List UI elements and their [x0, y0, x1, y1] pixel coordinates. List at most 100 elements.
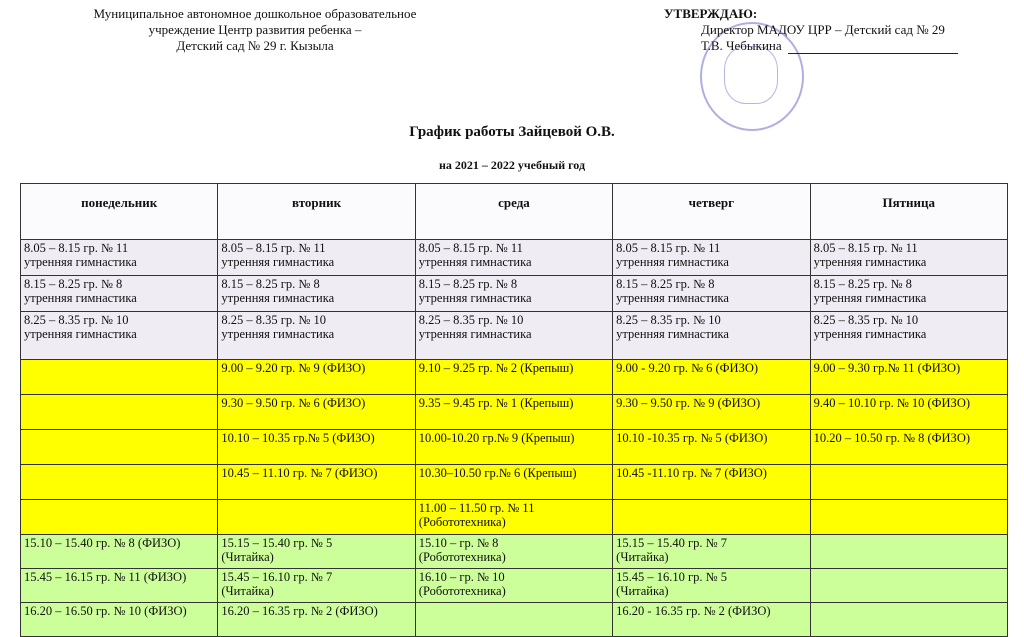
- schedule-cell: [612, 499, 811, 535]
- cell-text: 15.45 – 16.15 гр. № 11 (ФИЗО): [24, 570, 187, 584]
- schedule-cell: 8.05 – 8.15 гр. № 11 утренняя гимнастика: [414, 239, 614, 276]
- document-subtitle: на 2021 – 2022 учебный год: [438, 158, 586, 172]
- schedule-cell: 16.20 – 16.35 гр. № 2 (ФИЗО): [217, 602, 416, 637]
- cell-text: 16.20 – 16.50 гр. № 10 (ФИЗО): [24, 604, 187, 618]
- cell-text: 8.05 – 8.15 гр. № 11 утренняя гимнастика: [616, 241, 729, 269]
- schedule-cell: 8.05 – 8.15 гр. № 11 утренняя гимнастика: [612, 239, 811, 276]
- approval-heading: УТВЕРЖДАЮ:: [664, 6, 758, 21]
- schedule-cell: [809, 499, 1009, 535]
- schedule-cell: 8.25 – 8.35 гр. № 10 утренняя гимнастика: [414, 311, 614, 360]
- approval-position: Директор МАДОУ ЦРР – Детский сад № 29: [701, 22, 945, 37]
- cell-text: 15.45 – 16.10 гр. № 5 (Читайка): [616, 570, 727, 598]
- cell-text: 10.10 – 10.35 гр.№ 5 (ФИЗО): [221, 431, 375, 445]
- schedule-cell: [809, 568, 1009, 603]
- schedule-cell: 9.00 – 9.30 гр.№ 11 (ФИЗО): [809, 359, 1009, 395]
- table-row: 8.05 – 8.15 гр. № 11 утренняя гимнастика…: [19, 239, 1009, 276]
- schedule-cell: 8.25 – 8.35 гр. № 10 утренняя гимнастика: [217, 311, 416, 360]
- column-header: Пятница: [809, 183, 1009, 240]
- table-row: 10.45 – 11.10 гр. № 7 (ФИЗО) 10.30–10.50 …: [19, 464, 1009, 500]
- schedule-cell: [19, 429, 219, 465]
- schedule-cell: 8.25 – 8.35 гр. № 10 утренняя гимнастика: [19, 311, 219, 360]
- schedule-cell: [809, 602, 1009, 637]
- cell-text: 15.10 – гр. № 8 (Робототехника): [418, 536, 506, 564]
- cell-text: 15.15 – 15.40 гр. № 5 (Читайка): [221, 536, 333, 564]
- table-row: 15.10 – 15.40 гр. № 8 (ФИЗО) 15.15 – 15.4…: [19, 534, 1009, 569]
- cell-text: 8.05 – 8.15 гр. № 11 утренняя гимнастика: [24, 241, 137, 269]
- schedule-cell: [19, 394, 219, 430]
- schedule-cell: 15.45 – 16.10 гр. № 7 (Читайка): [217, 568, 416, 603]
- official-stamp: [700, 22, 804, 131]
- schedule-cell: 8.25 – 8.35 гр. № 10 утренняя гимнастика: [612, 311, 811, 360]
- schedule-cell: 9.30 – 9.50 гр. № 9 (ФИЗО): [612, 394, 811, 430]
- cell-text: 10.00-10.20 гр.№ 9 (Крепыш): [418, 431, 575, 445]
- org-line: учреждение Центр развития ребенка –: [148, 22, 362, 37]
- schedule-cell: 9.40 – 10.10 гр. № 10 (ФИЗО): [809, 394, 1009, 430]
- schedule-cell: 10.20 – 10.50 гр. № 8 (ФИЗО): [809, 429, 1009, 465]
- column-header: четверг: [612, 183, 811, 240]
- schedule-cell: 9.00 - 9.20 гр. № 6 (ФИЗО): [612, 359, 811, 395]
- schedule-cell: [19, 464, 219, 500]
- cell-text: 8.05 – 8.15 гр. № 11 утренняя гимнастика: [418, 241, 532, 269]
- cell-text: 8.25 – 8.35 гр. № 10 утренняя гимнастика: [221, 313, 335, 341]
- schedule-cell: 8.15 – 8.25 гр. № 8 утренняя гимнастика: [19, 275, 219, 312]
- cell-text: 8.15 – 8.25 гр. № 8 утренняя гимнастика: [813, 277, 927, 305]
- cell-text: 8.25 – 8.35 гр. № 10 утренняя гимнастика: [24, 313, 137, 341]
- table-row: 8.15 – 8.25 гр. № 8 утренняя гимнастика 8…: [19, 275, 1009, 312]
- cell-text: 8.25 – 8.35 гр. № 10 утренняя гимнастика: [813, 313, 927, 341]
- cell-text: 9.00 - 9.20 гр. № 6 (ФИЗО): [616, 361, 759, 375]
- schedule-cell: 9.00 – 9.20 гр. № 9 (ФИЗО): [217, 359, 416, 395]
- organization-name: Муниципальное автономное дошкольное обра…: [60, 6, 450, 54]
- cell-text: 16.10 – гр. № 10 (Робототехника): [418, 570, 506, 598]
- schedule-cell: 8.25 – 8.35 гр. № 10 утренняя гимнастика: [809, 311, 1009, 360]
- cell-text: 10.20 – 10.50 гр. № 8 (ФИЗО): [813, 431, 971, 445]
- schedule-cell: 16.20 - 16.35 гр. № 2 (ФИЗО): [612, 602, 811, 637]
- org-line: Муниципальное автономное дошкольное обра…: [93, 6, 417, 21]
- schedule-cell: 11.00 – 11.50 гр. № 11 (Робототехника): [414, 499, 614, 535]
- schedule-cell: 15.15 – 15.40 гр. № 5 (Читайка): [217, 534, 416, 569]
- cell-text: 9.00 – 9.20 гр. № 9 (ФИЗО): [221, 361, 366, 375]
- schedule-cell: 10.45 – 11.10 гр. № 7 (ФИЗО): [217, 464, 416, 500]
- schedule-cell: 15.45 – 16.15 гр. № 11 (ФИЗО): [19, 568, 219, 603]
- cell-text: 8.25 – 8.35 гр. № 10 утренняя гимнастика: [418, 313, 532, 341]
- cell-text: 9.30 – 9.50 гр. № 9 (ФИЗО): [616, 396, 761, 410]
- cell-text: 9.00 – 9.30 гр.№ 11 (ФИЗО): [813, 361, 961, 375]
- cell-text: 8.05 – 8.15 гр. № 11 утренняя гимнастика: [221, 241, 335, 269]
- schedule-cell: [217, 499, 416, 535]
- column-header: понедельник: [19, 183, 219, 240]
- schedule-cell: 8.05 – 8.15 гр. № 11 утренняя гимнастика: [809, 239, 1009, 276]
- approval-block: УТВЕРЖДАЮ: Директор МАДОУ ЦРР – Детский …: [664, 6, 958, 54]
- cell-text: 9.40 – 10.10 гр. № 10 (ФИЗО): [813, 396, 971, 410]
- schedule-cell: 10.10 – 10.35 гр.№ 5 (ФИЗО): [217, 429, 416, 465]
- cell-text: 8.25 – 8.35 гр. № 10 утренняя гимнастика: [616, 313, 729, 341]
- cell-text: 15.15 – 15.40 гр. № 7 (Читайка): [616, 536, 727, 564]
- cell-text: 9.30 – 9.50 гр. № 6 (ФИЗО): [221, 396, 366, 410]
- schedule-cell: 15.10 – гр. № 8 (Робототехника): [414, 534, 614, 569]
- schedule-cell: 8.05 – 8.15 гр. № 11 утренняя гимнастика: [19, 239, 219, 276]
- cell-text: 8.05 – 8.15 гр. № 11 утренняя гимнастика: [813, 241, 927, 269]
- schedule-cell: 9.30 – 9.50 гр. № 6 (ФИЗО): [217, 394, 416, 430]
- schedule-cell: 9.35 – 9.45 гр. № 1 (Крепыш): [414, 394, 614, 430]
- table-row: 9.00 – 9.20 гр. № 9 (ФИЗО) 9.10 – 9.25 гр…: [19, 359, 1009, 395]
- schedule-cell: 8.15 – 8.25 гр. № 8 утренняя гимнастика: [217, 275, 416, 312]
- table-row: 16.20 – 16.50 гр. № 10 (ФИЗО) 16.20 – 16.…: [19, 602, 1009, 637]
- table-row: 10.10 – 10.35 гр.№ 5 (ФИЗО) 10.00-10.20 г…: [19, 429, 1009, 465]
- schedule-cell: 8.15 – 8.25 гр. № 8 утренняя гимнастика: [809, 275, 1009, 312]
- cell-text: 10.45 -11.10 гр. № 7 (ФИЗО): [616, 466, 767, 480]
- header-row: понедельник вторник среда четверг Пятница: [19, 183, 1009, 240]
- schedule-cell: 9.10 – 9.25 гр. № 2 (Крепыш): [414, 359, 614, 395]
- schedule-cell: 16.20 – 16.50 гр. № 10 (ФИЗО): [19, 602, 219, 637]
- cell-text: 10.30–10.50 гр.№ 6 (Крепыш): [418, 466, 577, 480]
- signature-line: [787, 53, 958, 54]
- cell-text: 8.15 – 8.25 гр. № 8 утренняя гимнастика: [418, 277, 532, 305]
- cell-text: 8.15 – 8.25 гр. № 8 утренняя гимнастика: [221, 277, 335, 305]
- table-row: 11.00 – 11.50 гр. № 11 (Робототехника): [19, 499, 1009, 535]
- org-line: Детский сад № 29 г. Кызыла: [176, 38, 334, 53]
- cell-text: 11.00 – 11.50 гр. № 11 (Робототехника): [418, 501, 535, 529]
- schedule-cell: 15.45 – 16.10 гр. № 5 (Читайка): [612, 568, 811, 603]
- schedule-cell: 8.15 – 8.25 гр. № 8 утренняя гимнастика: [414, 275, 614, 312]
- schedule-cell: 10.45 -11.10 гр. № 7 (ФИЗО): [612, 464, 811, 500]
- schedule-table: понедельник вторник среда четверг Пятница 8.…: [19, 183, 1009, 637]
- cell-text: 16.20 – 16.35 гр. № 2 (ФИЗО): [221, 604, 378, 618]
- schedule-cell: [19, 359, 219, 395]
- schedule-cell: 16.10 – гр. № 10 (Робототехника): [414, 568, 614, 603]
